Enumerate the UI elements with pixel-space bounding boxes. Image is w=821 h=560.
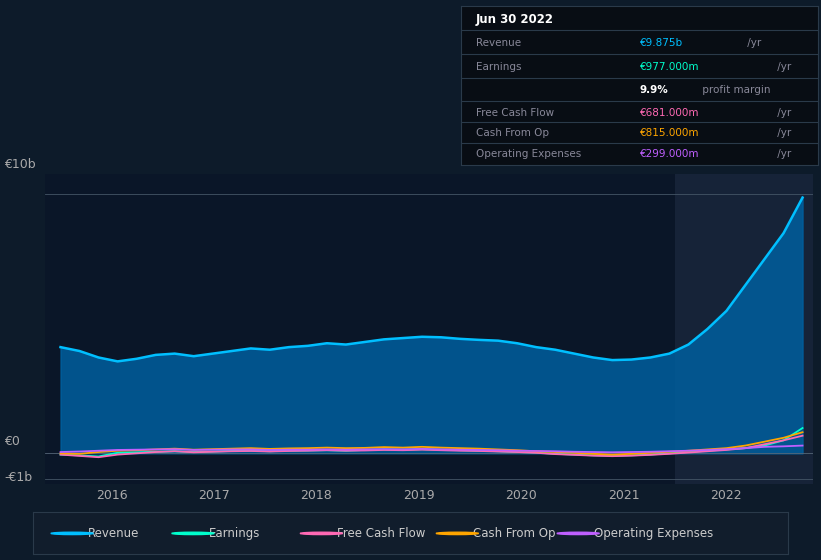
Text: /yr: /yr <box>774 128 791 138</box>
Circle shape <box>436 532 479 535</box>
Text: Revenue: Revenue <box>475 38 521 48</box>
Text: Free Cash Flow: Free Cash Flow <box>337 527 425 540</box>
Text: Jun 30 2022: Jun 30 2022 <box>475 13 553 26</box>
Text: Operating Expenses: Operating Expenses <box>475 149 581 159</box>
Text: €10b: €10b <box>4 158 36 171</box>
Text: €977.000m: €977.000m <box>640 62 699 72</box>
Text: Free Cash Flow: Free Cash Flow <box>475 108 554 118</box>
Text: Earnings: Earnings <box>209 527 260 540</box>
Text: Earnings: Earnings <box>475 62 521 72</box>
Text: €815.000m: €815.000m <box>640 128 699 138</box>
Text: €299.000m: €299.000m <box>640 149 699 159</box>
Bar <box>675 174 813 484</box>
Text: /yr: /yr <box>774 62 791 72</box>
Circle shape <box>51 532 94 535</box>
Text: 9.9%: 9.9% <box>640 85 668 95</box>
Text: Cash From Op: Cash From Op <box>473 527 556 540</box>
Text: -€1b: -€1b <box>4 470 32 484</box>
Text: €681.000m: €681.000m <box>640 108 699 118</box>
Text: /yr: /yr <box>774 108 791 118</box>
Circle shape <box>300 532 342 535</box>
Text: Revenue: Revenue <box>88 527 140 540</box>
Text: €9.875b: €9.875b <box>640 38 683 48</box>
Circle shape <box>172 532 214 535</box>
Text: Cash From Op: Cash From Op <box>475 128 548 138</box>
Text: /yr: /yr <box>774 149 791 159</box>
Text: /yr: /yr <box>745 38 762 48</box>
Circle shape <box>557 532 599 535</box>
Text: profit margin: profit margin <box>699 85 771 95</box>
Text: €0: €0 <box>4 435 20 448</box>
Text: Operating Expenses: Operating Expenses <box>594 527 713 540</box>
